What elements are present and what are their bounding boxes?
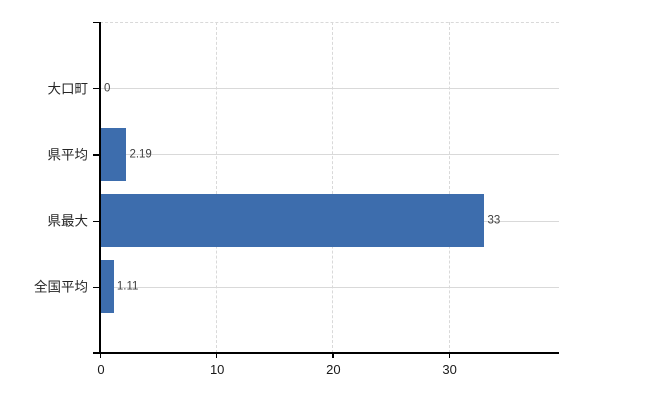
bar: [101, 260, 114, 314]
x-axis-tick-label: 10: [209, 362, 225, 377]
category-label: 大口町: [47, 80, 89, 96]
y-axis-tick: [93, 154, 100, 156]
x-axis-line: [93, 352, 559, 354]
bar: [101, 127, 127, 181]
x-axis-tick: [448, 353, 450, 358]
x-axis-tick: [216, 353, 218, 358]
category-label: 県最大: [47, 213, 89, 229]
x-axis-tick: [332, 353, 334, 358]
y-axis-tick: [93, 286, 100, 288]
y-axis-tick: [93, 88, 100, 90]
plot-area-top-border: [100, 22, 559, 23]
x-axis-tick-label: 0: [97, 362, 105, 377]
y-axis-line: [99, 22, 101, 353]
vertical-gridline: [216, 22, 218, 353]
y-axis-tick: [93, 22, 100, 24]
category-label: 全国平均: [34, 279, 88, 295]
horizontal-gridline: [101, 88, 559, 90]
bar: [101, 194, 485, 248]
x-axis-tick-label: 20: [326, 362, 341, 377]
horizontal-gridline: [101, 154, 559, 156]
category-label: 県平均: [47, 147, 89, 163]
bar-value-label: 2.19: [129, 148, 152, 161]
horizontal-gridline: [101, 286, 559, 288]
vertical-gridline: [332, 22, 334, 353]
bar-value-label: 1.11: [116, 280, 139, 293]
vertical-gridline: [448, 22, 450, 353]
bar-value-label: 0: [104, 81, 111, 94]
y-axis-tick: [93, 220, 100, 222]
x-axis-tick-label: 30: [442, 362, 457, 377]
y-axis-tick: [93, 353, 100, 355]
x-axis-tick: [100, 353, 102, 358]
bar-value-label: 33: [487, 214, 501, 227]
